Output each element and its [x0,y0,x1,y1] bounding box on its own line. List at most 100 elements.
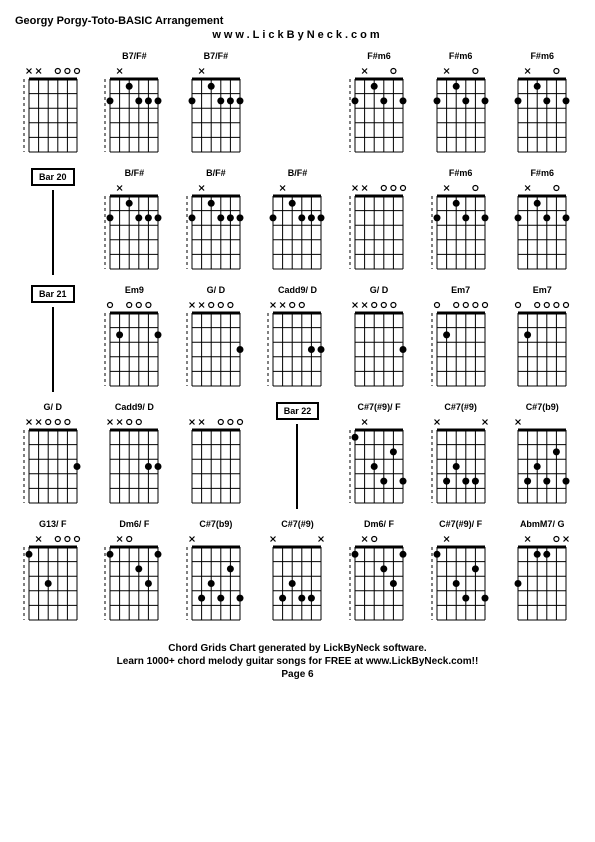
chord-cell: B7/F# [178,51,254,160]
chord-cell [341,168,417,277]
chord-name: Dm6/ F [364,519,394,531]
chord-name: Em7 [451,285,470,297]
chord-diagram [184,182,248,277]
chord-diagram [429,182,493,277]
chord-diagram [347,65,411,160]
chord-cell: C#7(b9) [504,402,580,511]
chord-cell: G/ D [341,285,417,394]
chord-cell: B/F# [260,168,336,277]
chord-name: B/F# [206,168,226,180]
chord-diagram [102,299,166,394]
chord-cell: G/ D [15,402,91,511]
chord-cell: C#7(#9) [260,519,336,628]
chord-cell [15,51,91,160]
chord-diagram [102,416,166,511]
chord-cell: F#m6 [504,51,580,160]
bar-line [52,307,54,392]
chord-name: B7/F# [204,51,229,63]
chord-cell: F#m6 [504,168,580,277]
chord-diagram [102,65,166,160]
chord-name: F#m6 [449,168,473,180]
chord-cell: Dm6/ F [341,519,417,628]
chord-name: Cadd9/ D [115,402,154,414]
chord-name: C#7(#9)/ F [358,402,401,414]
bar-line [296,424,298,509]
chord-diagram [265,533,329,628]
chord-cell: Em7 [504,285,580,394]
bar-label: Bar 20 [31,168,75,186]
page-title: Georgy Porgy-Toto-BASIC Arrangement [15,15,580,27]
chord-cell: C#7(b9) [178,519,254,628]
chord-diagram [347,299,411,394]
footer-line-1: Chord Grids Chart generated by LickByNec… [15,643,580,654]
chord-name: B/F# [288,168,308,180]
chord-cell: Bar 21 [15,285,91,394]
chord-diagram [510,533,574,628]
chord-diagram [184,299,248,394]
chord-cell: F#m6 [423,168,499,277]
chord-name: G/ D [207,285,226,297]
chord-name: C#7(#9) [444,402,477,414]
chord-cell: C#7(#9)/ F [423,519,499,628]
chord-diagram [184,533,248,628]
chord-cell: Cadd9/ D [97,402,173,511]
chord-name: F#m6 [530,51,554,63]
chord-name: C#7(#9) [281,519,314,531]
chord-grid: B7/F# B7/F# F#m6 F#m6 F#m6 Bar 20 B/F# B/F# B/F#… [15,51,580,628]
chord-diagram [429,533,493,628]
chord-cell: B/F# [97,168,173,277]
chord-name: F#m6 [449,51,473,63]
page-footer: Chord Grids Chart generated by LickByNec… [15,643,580,680]
chord-name: Dm6/ F [119,519,149,531]
chord-name: C#7(b9) [526,402,559,414]
bar-line [52,190,54,275]
chord-name: C#7(#9)/ F [439,519,482,531]
chord-diagram [429,65,493,160]
chord-diagram [102,182,166,277]
chord-name: G13/ F [39,519,67,531]
chord-name: G/ D [44,402,63,414]
chord-diagram [347,182,411,277]
chord-cell: F#m6 [341,51,417,160]
chord-diagram [21,416,85,511]
chord-name: Em9 [125,285,144,297]
chord-diagram [510,299,574,394]
chord-diagram [102,533,166,628]
chord-name: Cadd9/ D [278,285,317,297]
chord-cell: C#7(#9) [423,402,499,511]
chord-name: F#m6 [367,51,391,63]
chord-diagram [347,533,411,628]
chord-cell: B/F# [178,168,254,277]
chord-cell [178,402,254,511]
chord-cell: Bar 22 [260,402,336,511]
page-number: Page 6 [15,669,580,680]
bar-label: Bar 21 [31,285,75,303]
chord-cell: AbmM7/ G [504,519,580,628]
chord-diagram [265,182,329,277]
chord-cell: G/ D [178,285,254,394]
chord-cell: Cadd9/ D [260,285,336,394]
chord-name: F#m6 [530,168,554,180]
chord-name: B7/F# [122,51,147,63]
chord-diagram [21,533,85,628]
chord-diagram [510,65,574,160]
chord-cell: Em7 [423,285,499,394]
chord-cell: Em9 [97,285,173,394]
chord-name: Em7 [533,285,552,297]
chord-cell: Bar 20 [15,168,91,277]
chord-cell: Dm6/ F [97,519,173,628]
chord-diagram [265,299,329,394]
bar-label: Bar 22 [276,402,320,420]
chord-cell: B7/F# [97,51,173,160]
chord-diagram [347,416,411,511]
chord-name: G/ D [370,285,389,297]
chord-diagram [510,182,574,277]
chord-cell: F#m6 [423,51,499,160]
chord-cell: G13/ F [15,519,91,628]
footer-line-2: Learn 1000+ chord melody guitar songs fo… [15,656,580,667]
chord-diagram [184,416,248,511]
chord-cell: C#7(#9)/ F [341,402,417,511]
chord-diagram [21,65,85,160]
chord-diagram [184,65,248,160]
chord-diagram [510,416,574,511]
